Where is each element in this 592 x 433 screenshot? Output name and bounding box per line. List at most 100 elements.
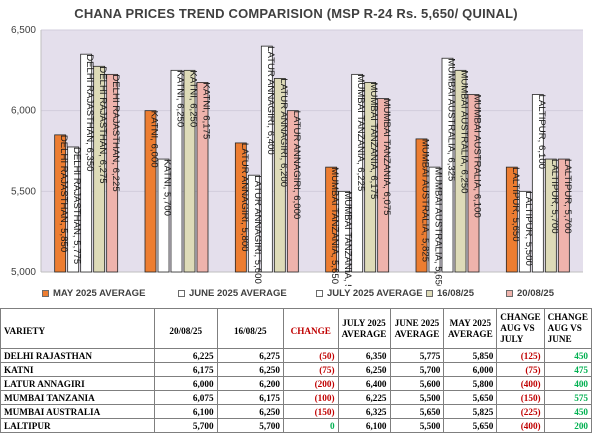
chart-area: CHANA PRICES TREND COMPARISION (MSP R-24… bbox=[10, 6, 590, 300]
cell-change: 0 bbox=[282, 418, 339, 433]
cell-june-average: 5,700 bbox=[389, 362, 445, 377]
bar bbox=[467, 94, 480, 273]
y-tick-label: 5,000 bbox=[11, 267, 36, 278]
legend-swatch bbox=[42, 289, 49, 297]
cell-june-average: 5,600 bbox=[389, 376, 445, 391]
data-label: LALTIPUR, 5,500 bbox=[523, 191, 534, 265]
legend-swatch bbox=[316, 289, 323, 297]
cell-variety: MUMBAI TANZANIA bbox=[0, 390, 155, 405]
legend: MAY 2025 AVERAGE JUNE 2025 AVERAGE JULY 20… bbox=[40, 286, 590, 300]
cell-price-16-08: 6,175 bbox=[216, 390, 284, 405]
cell-price-20-08: 6,000 bbox=[153, 376, 218, 391]
data-label: KATNI, 5,700 bbox=[161, 159, 172, 216]
y-tick-label: 6,000 bbox=[11, 106, 36, 117]
bar bbox=[80, 53, 93, 273]
bar bbox=[260, 45, 273, 273]
header-june-average: JUNE 2025 AVERAGE bbox=[389, 308, 445, 349]
data-label: DELHI RAJASTHAN, 6,225 bbox=[110, 74, 121, 191]
bar bbox=[377, 98, 390, 273]
bar bbox=[234, 142, 247, 273]
data-label: MUMBAI TANZANIA, 5,500 bbox=[342, 191, 353, 286]
cell-price-20-08: 6,225 bbox=[153, 348, 218, 363]
cell-july-average: 6,350 bbox=[337, 348, 391, 363]
cell-change: (75) bbox=[282, 362, 339, 377]
data-label: LATUR ANNAGIRI, 6,400 bbox=[265, 46, 276, 155]
legend-swatch bbox=[426, 289, 433, 297]
data-label: LATUR ANNAGIRI, 5,600 bbox=[252, 175, 263, 284]
header-may-average: MAY 2025 AVERAGE bbox=[443, 308, 498, 349]
cell-change-aug-vs-june: 475 bbox=[543, 362, 592, 377]
legend-item: 16/08/25 bbox=[426, 286, 474, 300]
bar bbox=[364, 82, 377, 273]
data-label: KATNI, 6,250 bbox=[174, 70, 185, 127]
data-label: LALTIPUR, 5,700 bbox=[549, 159, 560, 233]
bar-chart: 5,000 5,500 6,000 6,500 DELHI RAJASTHAN, 5,8… bbox=[11, 25, 583, 286]
cell-july-average: 6,225 bbox=[337, 390, 391, 405]
cell-june-average: 5,500 bbox=[389, 390, 445, 405]
data-label: DELHI RAJASTHAN, 5,775 bbox=[71, 147, 82, 264]
bar bbox=[325, 166, 338, 273]
cell-change: (50) bbox=[282, 348, 339, 363]
cell-price-20-08: 6,175 bbox=[153, 362, 218, 377]
data-label: MUMBAI TANZANIA, 6,075 bbox=[381, 99, 392, 216]
price-table: VARIETY 20/08/25 16/08/25 CHANGE JULY 20… bbox=[0, 308, 592, 433]
header-date-20-08: 20/08/25 bbox=[153, 308, 218, 349]
cell-change: (100) bbox=[282, 390, 339, 405]
cell-price-16-08: 6,200 bbox=[216, 376, 284, 391]
bar bbox=[183, 69, 196, 273]
table-row: MUMBAI TANZANIA 6,075 6,175 (100) 6,225 5,500… bbox=[0, 390, 592, 405]
data-label: KATNI, 6,175 bbox=[200, 82, 211, 139]
cell-change-aug-vs-june: 450 bbox=[543, 348, 592, 363]
legend-label: JUNE 2025 AVERAGE bbox=[189, 287, 287, 299]
chart-title: CHANA PRICES TREND COMPARISION (MSP R-24… bbox=[74, 6, 518, 21]
bar bbox=[67, 146, 80, 273]
cell-change-aug-vs-july: (125) bbox=[496, 348, 545, 363]
cell-june-average: 5,650 bbox=[389, 404, 445, 419]
cell-variety: LATUR ANNAGIRI bbox=[0, 376, 155, 391]
legend-swatch bbox=[506, 289, 513, 297]
cell-change-aug-vs-july: (75) bbox=[496, 362, 545, 377]
header-change: CHANGE bbox=[282, 308, 339, 349]
bar bbox=[557, 158, 570, 273]
table-body: DELHI RAJASTHAN 6,225 6,275 (50) 6,350 5,775 5… bbox=[0, 348, 592, 433]
cell-june-average: 5,500 bbox=[389, 418, 445, 433]
cell-change: (200) bbox=[282, 376, 339, 391]
data-label: MUMBAI AUSTRALIA, 5,650 bbox=[432, 167, 443, 286]
cell-variety: LALTIPUR bbox=[0, 418, 155, 433]
data-label: MUMBAI TANZANIA, 5,650 bbox=[329, 167, 340, 284]
data-label: DELHI RAJASTHAN, 6,350 bbox=[84, 54, 95, 171]
bar bbox=[351, 73, 364, 273]
bar bbox=[196, 82, 209, 273]
data-label: LALTIPUR, 5,650 bbox=[510, 167, 521, 241]
bar bbox=[428, 166, 441, 273]
cell-change-aug-vs-july: (400) bbox=[496, 418, 545, 433]
bar bbox=[170, 69, 183, 273]
header-change-aug-vs-july: CHANGE AUG VS JULY bbox=[496, 308, 545, 349]
table-row: LALTIPUR 5,700 5,700 0 6,100 5,500 5,650 (400) 2… bbox=[0, 418, 592, 433]
data-label: MUMBAI TANZANIA, 6,175 bbox=[368, 82, 379, 199]
bar bbox=[106, 73, 119, 273]
cell-july-average: 6,325 bbox=[337, 404, 391, 419]
table-row: KATNI 6,175 6,250 (75) 6,250 5,700 6,000 (75) 47… bbox=[0, 362, 592, 377]
bar bbox=[441, 57, 454, 273]
header-date-16-08: 16/08/25 bbox=[216, 308, 284, 349]
bar bbox=[273, 78, 286, 273]
legend-label: MAY 2025 AVERAGE bbox=[53, 287, 146, 299]
cell-change-aug-vs-june: 450 bbox=[543, 404, 592, 419]
header-change-aug-vs-june: CHANGE AUG VS JUNE bbox=[543, 308, 592, 349]
legend-swatch bbox=[178, 289, 185, 297]
header-july-average: JULY 2025 AVERAGE bbox=[337, 308, 391, 349]
cell-july-average: 6,100 bbox=[337, 418, 391, 433]
cell-price-16-08: 6,250 bbox=[216, 362, 284, 377]
bar bbox=[144, 110, 157, 273]
legend-item: MAY 2025 AVERAGE bbox=[42, 286, 145, 300]
data-label: KATNI, 6,000 bbox=[148, 111, 159, 168]
data-label: MUMBAI AUSTRALIA, 6,100 bbox=[471, 95, 482, 218]
cell-change-aug-vs-july: (225) bbox=[496, 404, 545, 419]
data-label: LALTIPUR, 6,100 bbox=[536, 95, 547, 169]
data-label: MUMBAI AUSTRALIA, 6,250 bbox=[458, 70, 469, 193]
cell-july-average: 6,250 bbox=[337, 362, 391, 377]
cell-change-aug-vs-july: (150) bbox=[496, 390, 545, 405]
data-label: LATUR ANNAGIRI, 6,000 bbox=[291, 111, 302, 220]
data-label: MUMBAI AUSTRALIA, 6,325 bbox=[445, 58, 456, 181]
